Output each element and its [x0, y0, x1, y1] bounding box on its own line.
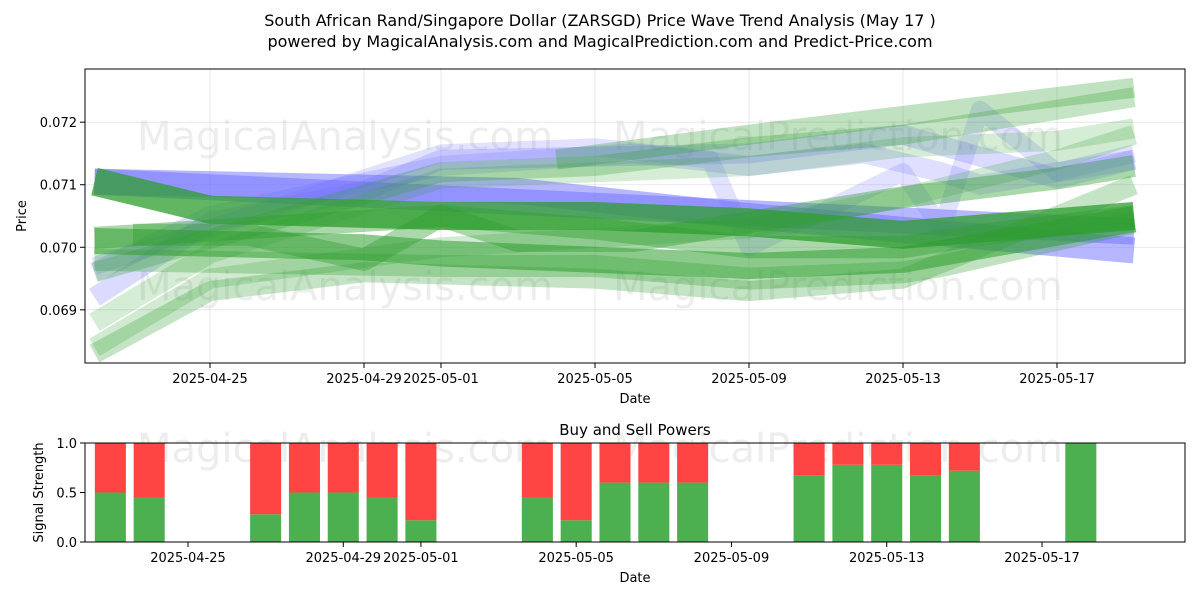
buy-bar [948, 470, 980, 542]
buy-bar [638, 482, 670, 542]
buy-bar [288, 492, 320, 542]
buy-bar [832, 464, 864, 542]
sell-bar [638, 443, 670, 483]
buy-bar [405, 520, 437, 542]
sell-bar [948, 443, 980, 471]
sell-bar [327, 443, 359, 493]
y-tick-label: 0.072 [40, 116, 77, 131]
y-tick-label: 0.0 [56, 536, 77, 551]
sell-bar [832, 443, 864, 465]
x-tick-label: 2025-04-29 [305, 551, 381, 566]
sell-bar [133, 443, 165, 498]
watermark-text: MagicalAnalysis.com [137, 114, 553, 160]
buy-bar [1065, 443, 1097, 542]
watermark-text: MagicalPrediction.com [613, 114, 1063, 160]
buy-bar [521, 497, 553, 542]
buy-bar [94, 492, 126, 542]
x-tick-label: 2025-04-25 [172, 372, 248, 387]
y-tick-label: 1.0 [56, 437, 77, 452]
green-wave-band [91, 87, 1136, 282]
x-tick-label: 2025-04-25 [150, 551, 226, 566]
x-tick-label: 2025-05-17 [1019, 372, 1095, 387]
sell-bar [405, 443, 437, 521]
y-axis-label: Signal Strength [32, 442, 47, 542]
sell-bar [560, 443, 592, 521]
green-wave-band [89, 125, 1138, 356]
sell-bar [366, 443, 398, 498]
price-panel: MagicalAnalysis.com MagicalPrediction.com… [15, 68, 1186, 407]
x-tick-label: 2025-05-05 [538, 551, 614, 566]
x-tick-label: 2025-04-29 [326, 372, 402, 387]
y-tick-label: 0.070 [40, 241, 77, 256]
blue-wave-band [91, 100, 1137, 275]
buy-bar [133, 497, 165, 542]
green-wave-band [89, 118, 1136, 331]
sell-bar [910, 443, 942, 476]
buy-bar [560, 520, 592, 542]
sell-bar [288, 443, 320, 493]
sell-bar [677, 443, 709, 483]
sell-bar [599, 443, 631, 483]
sell-bar [94, 443, 126, 493]
watermark-text: MagicalAnalysis.com [137, 264, 553, 310]
green-wave-band [555, 77, 1136, 170]
price-plot-frame [84, 68, 1186, 364]
x-tick-label: 2025-05-09 [694, 551, 770, 566]
green-wave-band [94, 211, 1137, 290]
x-axis-label: Date [619, 392, 650, 407]
x-tick-label: 2025-05-13 [849, 551, 925, 566]
buy-bar [677, 482, 709, 542]
x-tick-label: 2025-05-17 [1004, 551, 1080, 566]
x-tick-label: 2025-05-01 [403, 372, 479, 387]
x-tick-label: 2025-05-09 [711, 372, 787, 387]
y-axis-label: Price [15, 200, 30, 232]
sell-bar [250, 443, 282, 515]
buy-bar [793, 475, 825, 542]
x-tick-label: 2025-05-01 [383, 551, 459, 566]
sell-bar [793, 443, 825, 476]
price-series-group [89, 77, 1138, 363]
sell-bar [871, 443, 903, 465]
y-tick-label: 0.069 [40, 304, 77, 319]
buy-bar [871, 464, 903, 542]
y-tick-label: 0.5 [56, 487, 77, 502]
signal-panel: MagicalAnalysis.comMagicalPrediction.com… [32, 421, 1186, 586]
y-tick-label: 0.071 [40, 179, 77, 194]
green-wave-band [91, 167, 1136, 249]
buy-bar [327, 492, 359, 542]
blue-wave-band [90, 143, 1136, 282]
x-axis-label: Date [619, 571, 650, 586]
buy-bar [250, 514, 282, 542]
green-wave-band [94, 206, 1137, 279]
signal-panel-title: Buy and Sell Powers [559, 421, 711, 439]
chart-title-line1: South African Rand/Singapore Dollar (ZAR… [264, 11, 936, 30]
buy-bar [599, 482, 631, 542]
sell-bar [521, 443, 553, 498]
green-wave-band [133, 205, 1136, 271]
x-tick-label: 2025-05-13 [865, 372, 941, 387]
green-wave-band [89, 175, 1138, 363]
green-wave-band [93, 155, 1136, 252]
buy-bar [366, 497, 398, 542]
buy-bar [910, 475, 942, 542]
chart-title-line2: powered by MagicalAnalysis.com and Magic… [267, 32, 932, 51]
x-tick-label: 2025-05-05 [557, 372, 633, 387]
